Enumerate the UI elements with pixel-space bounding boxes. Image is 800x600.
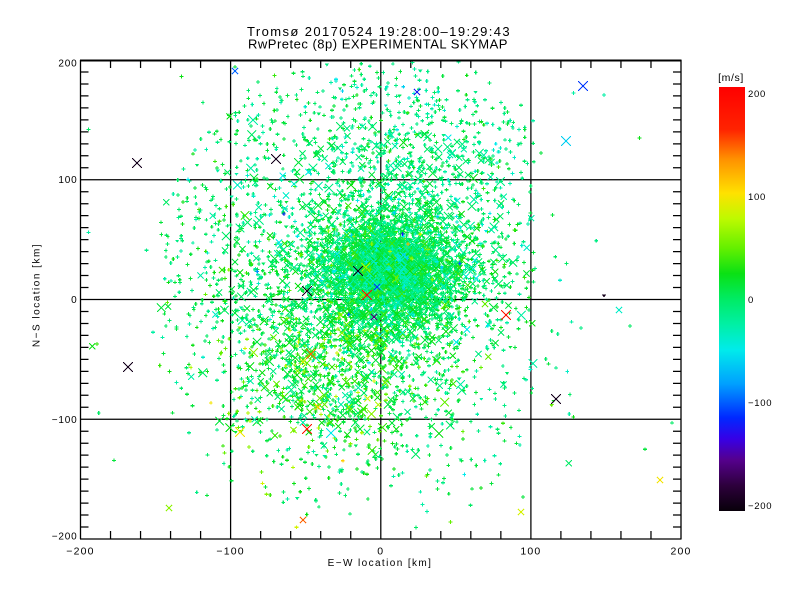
svg-text:E−W location [km]: E−W location [km] bbox=[328, 558, 433, 569]
svg-text:100: 100 bbox=[58, 175, 77, 186]
svg-text:[m/s]: [m/s] bbox=[718, 72, 744, 84]
svg-text:N−S location [km]: N−S location [km] bbox=[32, 243, 43, 347]
svg-text:0: 0 bbox=[748, 295, 754, 306]
svg-text:−100: −100 bbox=[216, 546, 244, 558]
svg-text:−100: −100 bbox=[748, 398, 772, 409]
svg-text:0: 0 bbox=[71, 295, 77, 306]
svg-text:−200: −200 bbox=[66, 546, 94, 558]
svg-text:−200: −200 bbox=[748, 501, 772, 512]
svg-text:−200: −200 bbox=[52, 532, 78, 543]
svg-text:−100: −100 bbox=[52, 415, 78, 426]
svg-text:200: 200 bbox=[748, 89, 766, 100]
svg-text:100: 100 bbox=[520, 546, 541, 558]
svg-text:100: 100 bbox=[748, 192, 766, 203]
svg-text:RwPretec (8p) EXPERIMENTAL SKY: RwPretec (8p) EXPERIMENTAL SKYMAP bbox=[248, 37, 508, 52]
svg-text:Tromsø 20170524 19:28:00–19:29: Tromsø 20170524 19:28:00–19:29:43 bbox=[247, 24, 511, 39]
svg-text:0: 0 bbox=[377, 546, 384, 558]
svg-text:200: 200 bbox=[670, 546, 691, 558]
svg-text:200: 200 bbox=[58, 59, 77, 70]
